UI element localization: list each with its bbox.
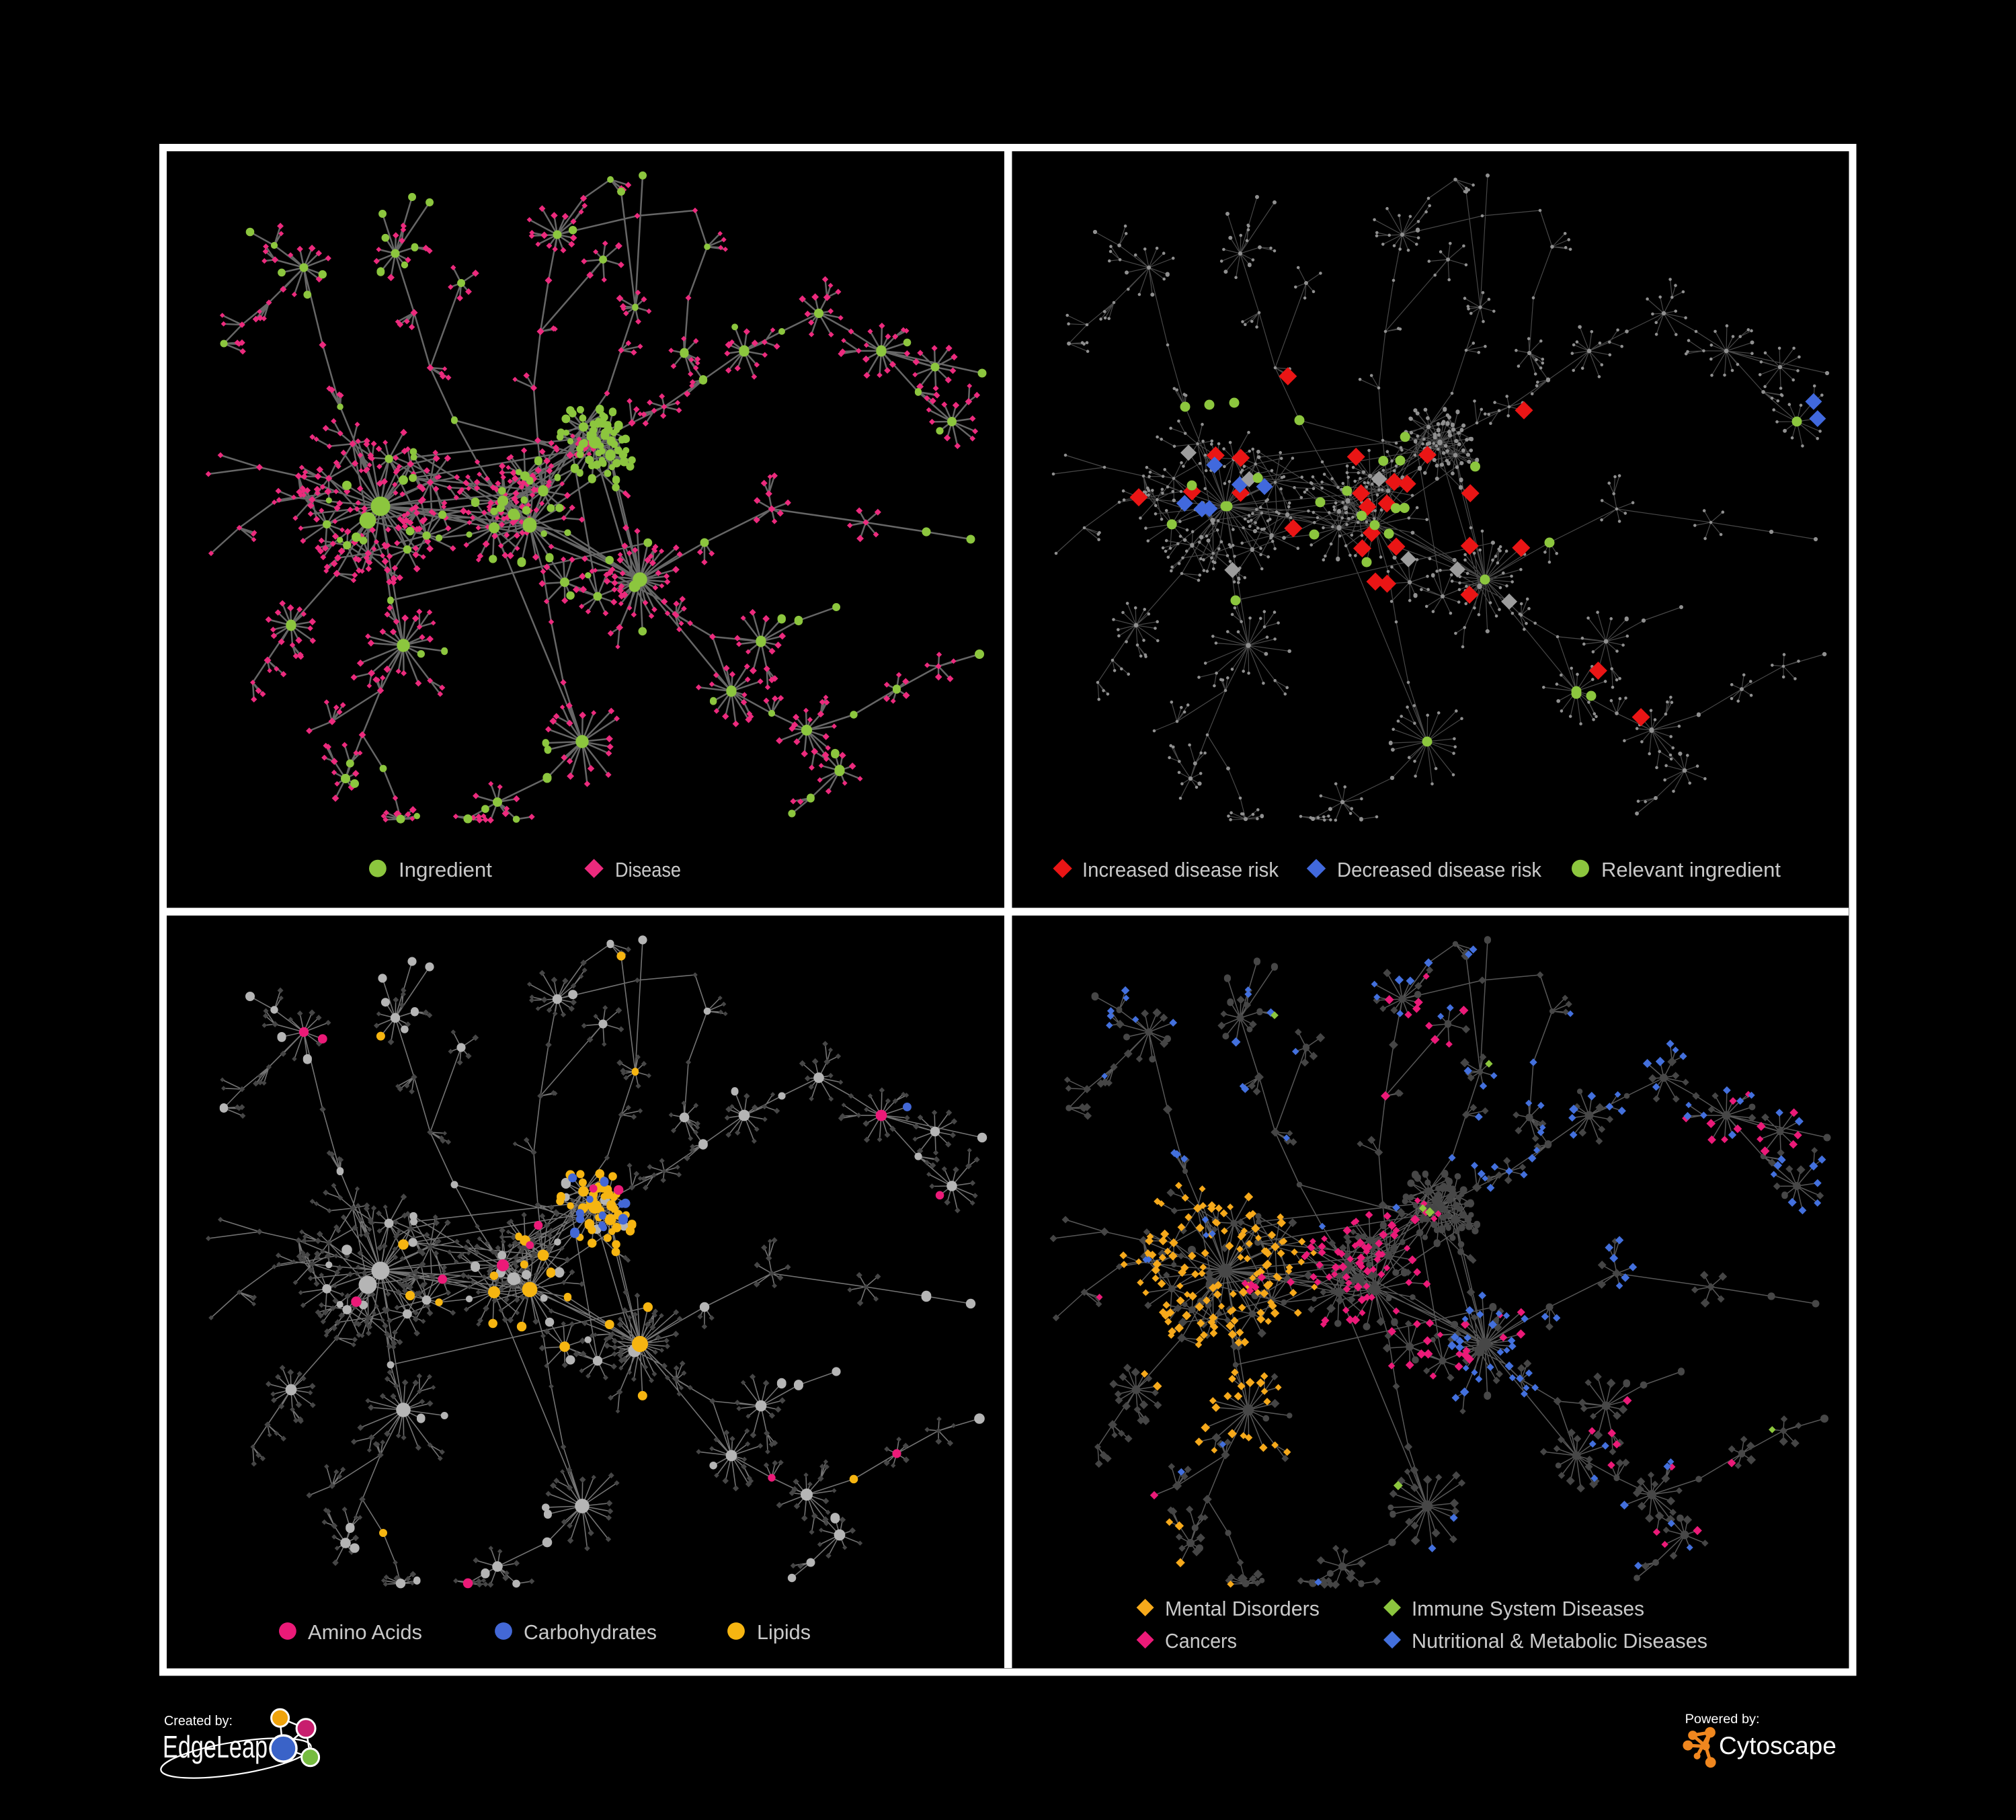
svg-text:Ingredient: Ingredient (399, 858, 492, 881)
svg-text:Disease: Disease (615, 858, 681, 881)
svg-text:EdgeLeap: EdgeLeap (163, 1729, 268, 1764)
svg-text:Created by:: Created by: (164, 1714, 233, 1729)
svg-text:Lipids: Lipids (757, 1620, 811, 1644)
svg-text:Immune System Diseases: Immune System Diseases (1412, 1597, 1644, 1620)
svg-text:Nutritional & Metabolic Diseas: Nutritional & Metabolic Diseases (1412, 1629, 1707, 1653)
svg-text:Decreased disease risk: Decreased disease risk (1337, 858, 1541, 881)
svg-text:Increased disease risk: Increased disease risk (1082, 858, 1279, 881)
svg-text:Mental Disorders: Mental Disorders (1165, 1597, 1320, 1620)
svg-text:Cytoscape: Cytoscape (1719, 1732, 1837, 1759)
svg-text:Carbohydrates: Carbohydrates (524, 1620, 657, 1644)
svg-text:Relevant ingredient: Relevant ingredient (1601, 858, 1781, 881)
svg-text:Amino Acids: Amino Acids (308, 1620, 422, 1644)
svg-text:Powered by:: Powered by: (1685, 1712, 1760, 1727)
svg-text:Cancers: Cancers (1165, 1629, 1237, 1653)
